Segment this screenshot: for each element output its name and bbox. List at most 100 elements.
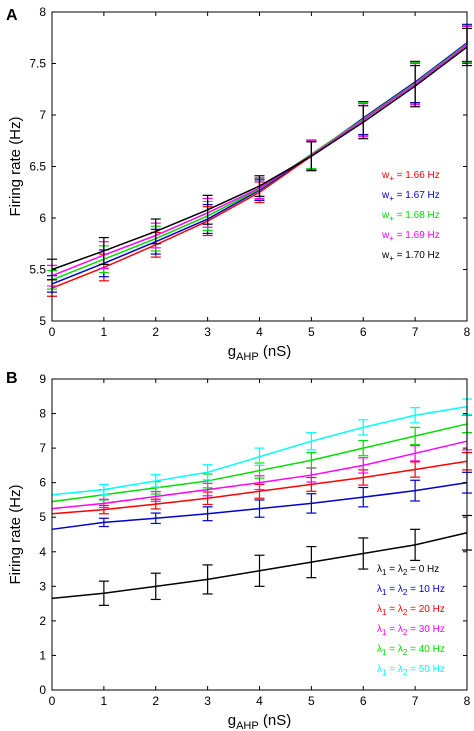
panel-b-x-axis-label-unit: (nS) <box>259 712 292 729</box>
error-bar <box>410 407 421 424</box>
legend-entry: λ1 = λ2 = 20 Hz <box>377 604 445 617</box>
x-tick-label: 5 <box>308 694 315 708</box>
error-bar <box>410 426 421 446</box>
panel-b-x-axis-label-sub: AHP <box>236 720 259 731</box>
x-tick-label: 7 <box>412 694 419 708</box>
error-bar <box>98 483 109 496</box>
error-bar <box>358 105 369 140</box>
error-bar <box>202 506 213 522</box>
legend-entry: w+ = 1.70 Hz <box>381 250 440 263</box>
x-tick-label: 8 <box>464 694 471 708</box>
error-bar <box>306 431 317 451</box>
y-tick-label: 7.5 <box>29 57 46 71</box>
y-tick-label: 8 <box>39 407 46 421</box>
x-tick-label: 4 <box>256 694 263 708</box>
error-bar <box>306 545 317 579</box>
panel-a-x-axis-label-unit: (nS) <box>259 343 292 360</box>
panel-a-x-axis-label-sub: AHP <box>236 351 259 363</box>
error-bar <box>306 493 317 514</box>
y-tick-label: 2 <box>39 614 46 628</box>
error-bar <box>306 452 317 469</box>
error-bar <box>358 537 369 570</box>
error-bar <box>410 64 421 108</box>
panel-a-ticks: 0 1 2 3 4 5 6 7 8 5 5.5 6 6.5 7 7.5 8 <box>29 5 470 339</box>
x-tick-label: 1 <box>101 325 108 339</box>
panel-a-letter: A <box>6 7 18 24</box>
panel-a-y-axis-label: Firing rate (Hz) <box>7 116 24 216</box>
x-tick-label: 2 <box>152 694 159 708</box>
panel-b-legend: λ1 = λ2 = 0 Hz λ1 = λ2 = 10 Hz λ1 = λ2 = 2… <box>377 564 445 677</box>
error-bar <box>98 236 109 265</box>
series-0 <box>51 514 472 606</box>
panel-a-legend: w+ = 1.66 Hz w+ = 1.67 Hz w+ = 1.68 Hz w+ =… <box>381 170 440 263</box>
error-bar <box>410 479 421 502</box>
error-bar <box>150 572 161 601</box>
error-bar <box>98 580 109 606</box>
error-bar <box>150 512 161 525</box>
x-tick-label: 8 <box>464 325 471 339</box>
x-tick-label: 5 <box>308 325 315 339</box>
y-tick-label: 7 <box>39 441 46 455</box>
x-tick-label: 0 <box>49 325 56 339</box>
y-tick-label: 9 <box>39 372 46 386</box>
y-tick-label: 5.5 <box>29 263 46 277</box>
error-bar <box>254 554 265 587</box>
error-bar <box>150 474 161 488</box>
panel-b-y-axis-label: Firing rate (Hz) <box>7 484 24 584</box>
y-tick-label: 7 <box>39 108 46 122</box>
x-tick-label: 0 <box>49 694 56 708</box>
x-tick-label: 4 <box>256 325 263 339</box>
panel-a-x-axis-label: gAHP (nS) <box>228 343 291 363</box>
y-tick-label: 6 <box>39 211 46 225</box>
error-bar <box>254 499 265 518</box>
legend-entry: λ1 = λ2 = 30 Hz <box>377 624 445 637</box>
legend-entry: w+ = 1.69 Hz <box>381 230 440 243</box>
panel-b-x-axis-label: gAHP (nS) <box>228 712 291 731</box>
panel-b-letter: B <box>6 370 18 387</box>
legend-entry: w+ = 1.67 Hz <box>381 190 440 203</box>
x-tick-label: 7 <box>412 325 419 339</box>
error-bar <box>410 461 421 478</box>
y-tick-label: 6 <box>39 476 46 490</box>
error-bar <box>98 517 109 528</box>
x-tick-label: 3 <box>204 325 211 339</box>
x-tick-label: 3 <box>204 694 211 708</box>
panel-b: B 0 1 2 3 4 5 6 7 8 0 1 2 3 4 5 6 7 8 9 Firing rate (Hz) g… <box>6 370 472 731</box>
y-tick-label: 5 <box>39 510 46 524</box>
legend-entry: λ1 = λ2 = 40 Hz <box>377 644 445 657</box>
series-2 <box>51 452 472 515</box>
x-tick-label: 2 <box>152 325 159 339</box>
x-tick-label: 1 <box>101 694 108 708</box>
y-tick-label: 1 <box>39 648 46 662</box>
error-bar <box>410 528 421 562</box>
y-tick-label: 8 <box>39 5 46 19</box>
error-bar <box>202 564 213 595</box>
legend-entry: λ1 = λ2 = 10 Hz <box>377 584 445 597</box>
y-tick-label: 6.5 <box>29 160 46 174</box>
panel-b-x-axis-label-main: g <box>228 712 236 729</box>
error-bar <box>202 194 213 225</box>
error-bar <box>254 175 265 197</box>
y-tick-label: 5 <box>39 314 46 328</box>
error-bar <box>358 419 369 436</box>
x-tick-label: 6 <box>360 325 367 339</box>
error-bar <box>306 141 317 172</box>
error-bar <box>358 486 369 508</box>
error-bar <box>202 464 213 481</box>
legend-entry: λ1 = λ2 = 0 Hz <box>377 564 439 577</box>
legend-entry: w+ = 1.66 Hz <box>381 170 440 183</box>
y-tick-label: 3 <box>39 579 46 593</box>
error-bar <box>410 445 421 462</box>
x-tick-label: 6 <box>360 694 367 708</box>
y-tick-label: 0 <box>39 683 46 697</box>
y-tick-label: 4 <box>39 545 46 559</box>
error-bar <box>254 447 265 466</box>
error-bar <box>150 218 161 245</box>
legend-entry: λ1 = λ2 = 50 Hz <box>377 664 445 677</box>
panel-a: A 0 1 2 3 4 5 6 7 8 5 5.5 6 6.5 7 7.5 8 Firing rate (Hz… <box>6 5 472 363</box>
legend-entry: w+ = 1.68 Hz <box>381 210 440 223</box>
error-bar <box>358 439 369 457</box>
panel-a-plot-layer <box>47 23 472 297</box>
